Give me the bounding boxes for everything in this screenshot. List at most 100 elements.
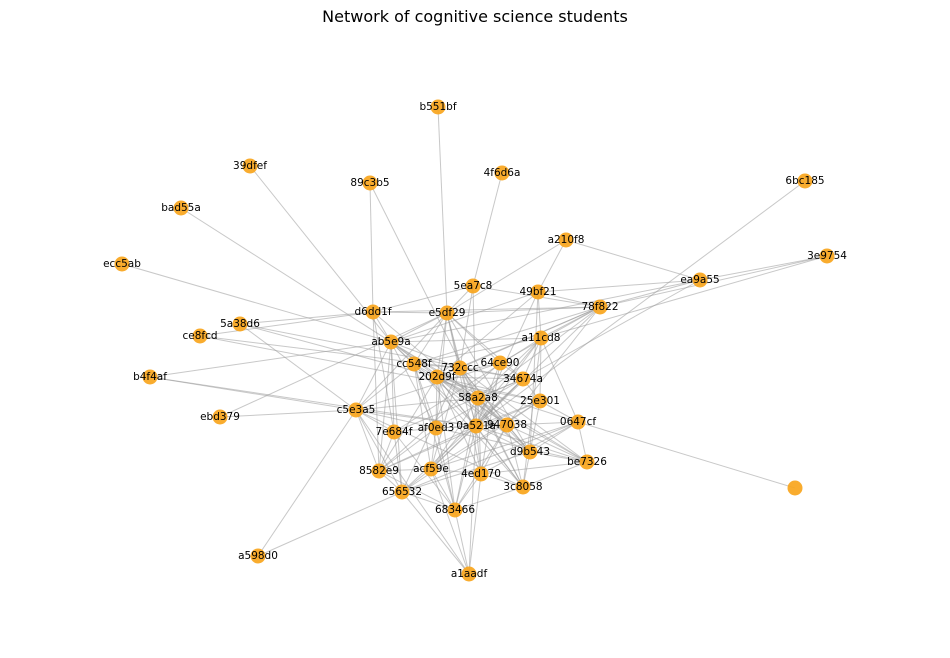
node-64ce90 [492,355,508,371]
node-49bf21 [530,284,546,300]
node-label-be7326: be7326 [567,456,607,468]
edge-947038-be7326 [506,424,588,463]
edge-d9b543-be7326 [529,451,588,463]
edge-49bf21-d9b543 [529,291,539,453]
edge-0a521a-683466 [454,425,477,511]
edge-49bf21-202d9f [436,291,539,378]
node-af0ed3 [428,420,444,436]
edge-78f822-cc548f [413,306,601,365]
edge-ab5e9a-732ccc [390,341,461,369]
node-label-78f822: 78f822 [581,301,618,313]
node-label-cc548f: cc548f [396,358,432,370]
edge-202d9f-d9b543 [436,376,531,453]
node-label-0a521a: 0a521a [456,420,496,432]
node-layer [114,99,835,582]
node-label-5ea7c8: 5ea7c8 [454,280,493,292]
edge-af0ed3-8582e9 [378,427,437,472]
edge-0a521a-acf59e [430,425,477,470]
node-a210f8 [558,232,574,248]
node-b551bf [430,99,446,115]
edge-49bf21-ab5e9a [390,291,539,343]
node-label-732ccc: 732ccc [441,362,479,374]
edge-947038-3c8058 [506,424,524,488]
edge-732ccc-acf59e [430,367,461,470]
edge-0647cf-947038 [506,421,579,426]
edge-0a521a-4ed170 [475,425,482,475]
edge-732ccc-be7326 [459,367,588,463]
edge-6bc185-0a521a [475,180,806,427]
node-label-4f6d6a: 4f6d6a [484,167,521,179]
node-label-3e9754: 3e9754 [807,250,847,262]
edge-e5df29-34674a [446,312,524,380]
node-b4f4af [142,369,158,385]
edge-3e9754-78f822 [599,255,828,308]
node-label-ab5e9a: ab5e9a [371,336,410,348]
edge-3e9754-a11cd8 [540,255,828,339]
edge-c5e3a5-ebd379 [219,409,357,418]
node-acf59e [423,461,439,477]
edge-ab5e9a-0a521a [390,341,477,427]
node-4f6d6a [494,165,510,181]
edge-78f822-732ccc [459,306,601,369]
edge-cc548f-c5e3a5 [355,363,415,411]
edge-bad55a-ab5e9a [180,207,392,343]
node-label-ecc5ab: ecc5ab [103,258,141,270]
edge-78f822-e5df29 [446,306,601,314]
edge-d6dd1f-5a38d6 [239,311,374,325]
edge-202d9f-25e301 [436,376,541,402]
node-label-d9b543: d9b543 [510,446,550,458]
node-label-a598d0: a598d0 [238,550,278,562]
node-0647cf [570,414,586,430]
node-58a2a8 [470,390,486,406]
edge-a210f8-49bf21 [537,239,567,293]
node-78f822 [592,299,608,315]
edge-64ce90-4ed170 [480,362,501,475]
edge-78f822-d6dd1f [372,306,601,313]
node-label-64ce90: 64ce90 [481,357,520,369]
node-label-ea9a55: ea9a55 [680,274,719,286]
node-202d9f [429,369,445,385]
edge-e5df29-cc548f [413,312,448,365]
node-6bc185 [797,173,813,189]
edge-d6dd1f-8582e9 [372,311,380,472]
node-cc548f [406,356,422,372]
edge-4ed170-a1aadf [468,473,482,575]
edge-25e301-d9b543 [529,400,541,453]
edge-a11cd8-ab5e9a [390,337,542,343]
edge-64ce90-0a521a [475,362,501,427]
edge-0a521a-be7326 [475,425,588,463]
edge-cc548f-732ccc [413,363,461,369]
edge-202d9f-0647cf [436,376,579,423]
node-5a38d6 [232,316,248,332]
edge-0647cf-lone [577,421,796,489]
edge-64ce90-8582e9 [378,362,501,472]
edge-af0ed3-683466 [435,427,456,511]
edge-202d9f-683466 [436,376,456,511]
node-4ed170 [473,466,489,482]
node-d9b543 [522,444,538,460]
edge-0647cf-acf59e [430,421,579,470]
edge-0647cf-d9b543 [529,421,579,453]
edge-656532-a598d0 [257,491,403,557]
edge-ab5e9a-c5e3a5 [355,341,392,411]
edge-ab5e9a-656532 [390,341,403,493]
node-label-202d9f: 202d9f [418,371,455,383]
edge-a210f8-e5df29 [446,239,567,314]
edge-202d9f-4ed170 [436,376,482,475]
edge-5a38d6-34674a [239,323,524,380]
node-label-c5e3a5: c5e3a5 [337,404,376,416]
node-656532 [394,484,410,500]
edge-0a521a-a1aadf [468,425,477,575]
edge-34674a-656532 [401,378,524,493]
node-label-58a2a8: 58a2a8 [458,392,498,404]
edge-3e9754-ea9a55 [699,255,828,281]
edge-5a38d6-c5e3a5 [239,323,357,411]
node-3e9754 [819,248,835,264]
node-label-4ed170: 4ed170 [461,468,501,480]
edge-e5df29-64ce90 [446,312,501,364]
edge-cc548f-acf59e [413,363,432,470]
edge-a11cd8-58a2a8 [477,337,542,399]
node-ce8fcd [192,328,208,344]
edge-5ea7c8-d6dd1f [372,285,474,313]
